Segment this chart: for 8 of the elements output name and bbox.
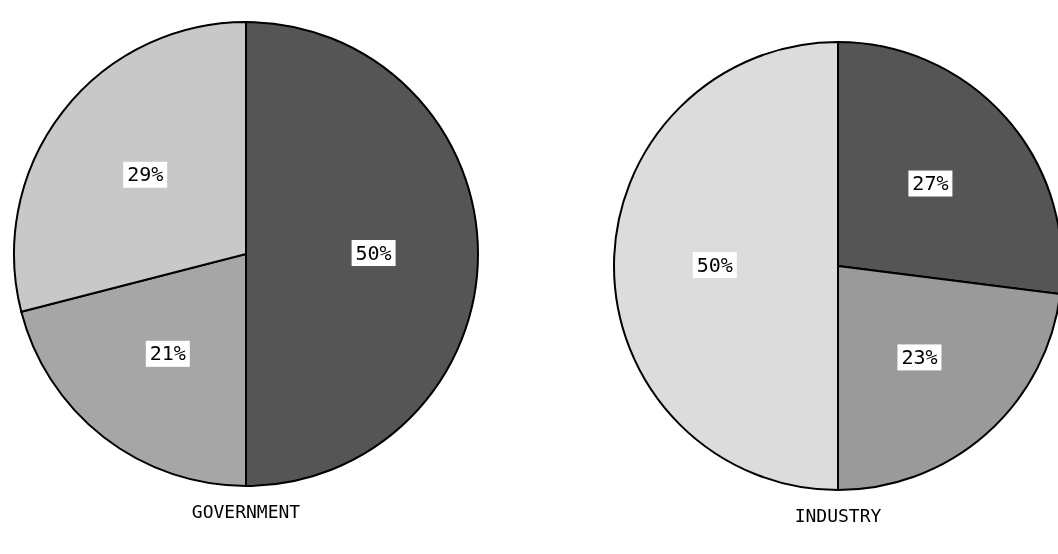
data-label: 29% — [127, 162, 164, 187]
text: INDUSTRY — [794, 505, 882, 526]
data-label: 23% — [901, 344, 938, 369]
text: GOVERNMENT — [191, 501, 301, 522]
data-label: 50% — [355, 240, 392, 265]
data-label: 50% — [696, 252, 733, 277]
data-label: 21% — [149, 341, 186, 366]
data-label: 27% — [912, 171, 949, 196]
